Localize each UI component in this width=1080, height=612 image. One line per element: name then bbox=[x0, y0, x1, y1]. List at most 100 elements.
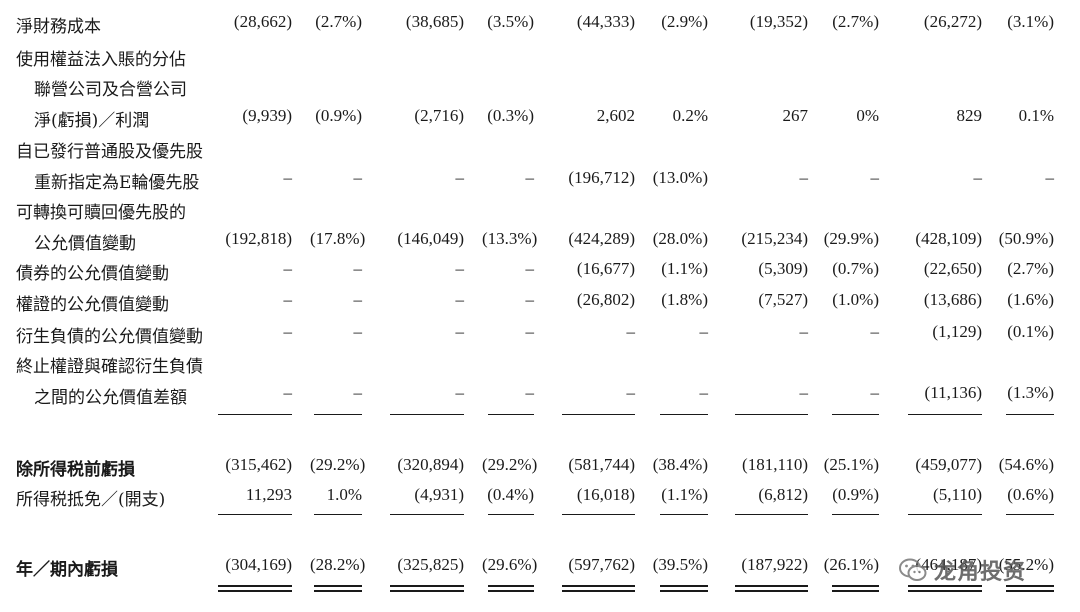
table-cell: – bbox=[283, 259, 293, 278]
table-cell: 2,602 bbox=[596, 106, 635, 125]
subtotal-rule bbox=[735, 414, 808, 415]
table-cell: (54.6%) bbox=[998, 455, 1054, 474]
table-cell: – bbox=[283, 322, 293, 341]
table-cell: – bbox=[699, 383, 709, 402]
table-cell: (11,136) bbox=[924, 383, 982, 402]
table-cell: (22,650) bbox=[923, 259, 982, 278]
table-cell: – bbox=[699, 322, 709, 341]
table-cell: (581,744) bbox=[568, 455, 635, 474]
table-cell: – bbox=[353, 322, 363, 341]
wechat-icon bbox=[899, 558, 927, 581]
table-cell: (26.1%) bbox=[823, 555, 879, 574]
table-cell: (1.0%) bbox=[832, 290, 879, 309]
table-cell: – bbox=[353, 383, 363, 402]
table-cell: (464,187) bbox=[915, 555, 982, 574]
subtotal-rule bbox=[314, 514, 362, 515]
table-cell: (13.3%) bbox=[482, 229, 538, 248]
row-label: 年／期內虧損 bbox=[16, 560, 118, 580]
watermark-text: 龙角投资 bbox=[934, 560, 1027, 585]
total-double-rule bbox=[908, 585, 982, 592]
table-cell: – bbox=[973, 168, 983, 187]
total-double-rule bbox=[1006, 585, 1054, 592]
table-cell: (28,662) bbox=[233, 12, 292, 31]
table-cell: (13,686) bbox=[923, 290, 982, 309]
table-cell: (597,762) bbox=[568, 555, 635, 574]
row-label: 衍生負債的公允價值變動 bbox=[16, 327, 203, 347]
table-cell: (5,110) bbox=[933, 485, 982, 504]
table-cell: (29.9%) bbox=[823, 229, 879, 248]
table-cell: (16,018) bbox=[576, 485, 635, 504]
table-cell: – bbox=[455, 168, 465, 187]
table-cell: (9,939) bbox=[242, 106, 292, 125]
table-cell: (1.1%) bbox=[661, 485, 708, 504]
table-cell: (26,272) bbox=[923, 12, 982, 31]
table-cell: (0.7%) bbox=[832, 259, 879, 278]
table-cell: (4,931) bbox=[414, 485, 464, 504]
row-label: 淨(虧損)／利潤 bbox=[34, 111, 150, 131]
table-cell: (0.4%) bbox=[487, 485, 534, 504]
table-cell: (181,110) bbox=[742, 455, 808, 474]
row-label: 之間的公允價值差額 bbox=[34, 388, 187, 408]
table-cell: – bbox=[525, 259, 535, 278]
table-cell: (55.2%) bbox=[998, 555, 1054, 574]
table-cell: – bbox=[799, 383, 809, 402]
table-cell: (7,527) bbox=[758, 290, 808, 309]
total-double-rule bbox=[660, 585, 708, 592]
table-cell: – bbox=[455, 259, 465, 278]
table-cell: (325,825) bbox=[397, 555, 464, 574]
table-cell: – bbox=[283, 383, 293, 402]
table-cell: – bbox=[626, 383, 636, 402]
table-cell: (3.1%) bbox=[1007, 12, 1054, 31]
subtotal-rule bbox=[660, 414, 708, 415]
table-cell: – bbox=[455, 383, 465, 402]
subtotal-rule bbox=[562, 514, 635, 515]
table-cell: 0% bbox=[856, 106, 879, 125]
table-cell: (2.9%) bbox=[661, 12, 708, 31]
table-cell: – bbox=[799, 168, 809, 187]
table-cell: – bbox=[353, 290, 363, 309]
table-cell: (44,333) bbox=[576, 12, 635, 31]
table-cell: – bbox=[870, 383, 880, 402]
row-label: 重新指定為E輪優先股 bbox=[34, 173, 200, 193]
row-label: 債券的公允價值變動 bbox=[16, 264, 169, 284]
subtotal-rule bbox=[488, 514, 534, 515]
table-cell: (2.7%) bbox=[315, 12, 362, 31]
total-double-rule bbox=[314, 585, 362, 592]
table-cell: – bbox=[525, 168, 535, 187]
row-label: 使用權益法入賬的分佔 bbox=[16, 50, 186, 70]
table-cell: 0.2% bbox=[672, 106, 708, 125]
table-cell: (315,462) bbox=[225, 455, 292, 474]
table-cell: (0.9%) bbox=[315, 106, 362, 125]
total-double-rule bbox=[735, 585, 808, 592]
table-cell: (0.9%) bbox=[832, 485, 879, 504]
table-cell: – bbox=[1045, 168, 1055, 187]
table-cell: (13.0%) bbox=[652, 168, 708, 187]
table-cell: (0.6%) bbox=[1007, 485, 1054, 504]
table-cell: (424,289) bbox=[568, 229, 635, 248]
table-cell: – bbox=[799, 322, 809, 341]
subtotal-rule bbox=[832, 514, 879, 515]
table-cell: (6,812) bbox=[758, 485, 808, 504]
table-cell: 829 bbox=[956, 106, 983, 125]
table-cell: – bbox=[353, 259, 363, 278]
table-cell: (1.1%) bbox=[661, 259, 708, 278]
table-cell: (2,716) bbox=[414, 106, 464, 125]
table-cell: (196,712) bbox=[568, 168, 635, 187]
subtotal-rule bbox=[390, 514, 464, 515]
table-cell: (320,894) bbox=[397, 455, 464, 474]
table-cell: (38.4%) bbox=[652, 455, 708, 474]
row-label: 自已發行普通股及優先股 bbox=[16, 142, 203, 162]
total-double-rule bbox=[390, 585, 464, 592]
row-label: 可轉換可贖回優先股的 bbox=[16, 203, 186, 223]
table-cell: – bbox=[353, 168, 363, 187]
row-label: 淨財務成本 bbox=[16, 17, 101, 37]
total-double-rule bbox=[832, 585, 879, 592]
table-cell: (28.0%) bbox=[652, 229, 708, 248]
subtotal-rule bbox=[562, 414, 635, 415]
table-cell: (0.3%) bbox=[487, 106, 534, 125]
subtotal-rule bbox=[218, 414, 292, 415]
total-double-rule bbox=[562, 585, 635, 592]
table-cell: (28.2%) bbox=[310, 555, 366, 574]
row-label: 聯營公司及合營公司 bbox=[34, 80, 187, 100]
